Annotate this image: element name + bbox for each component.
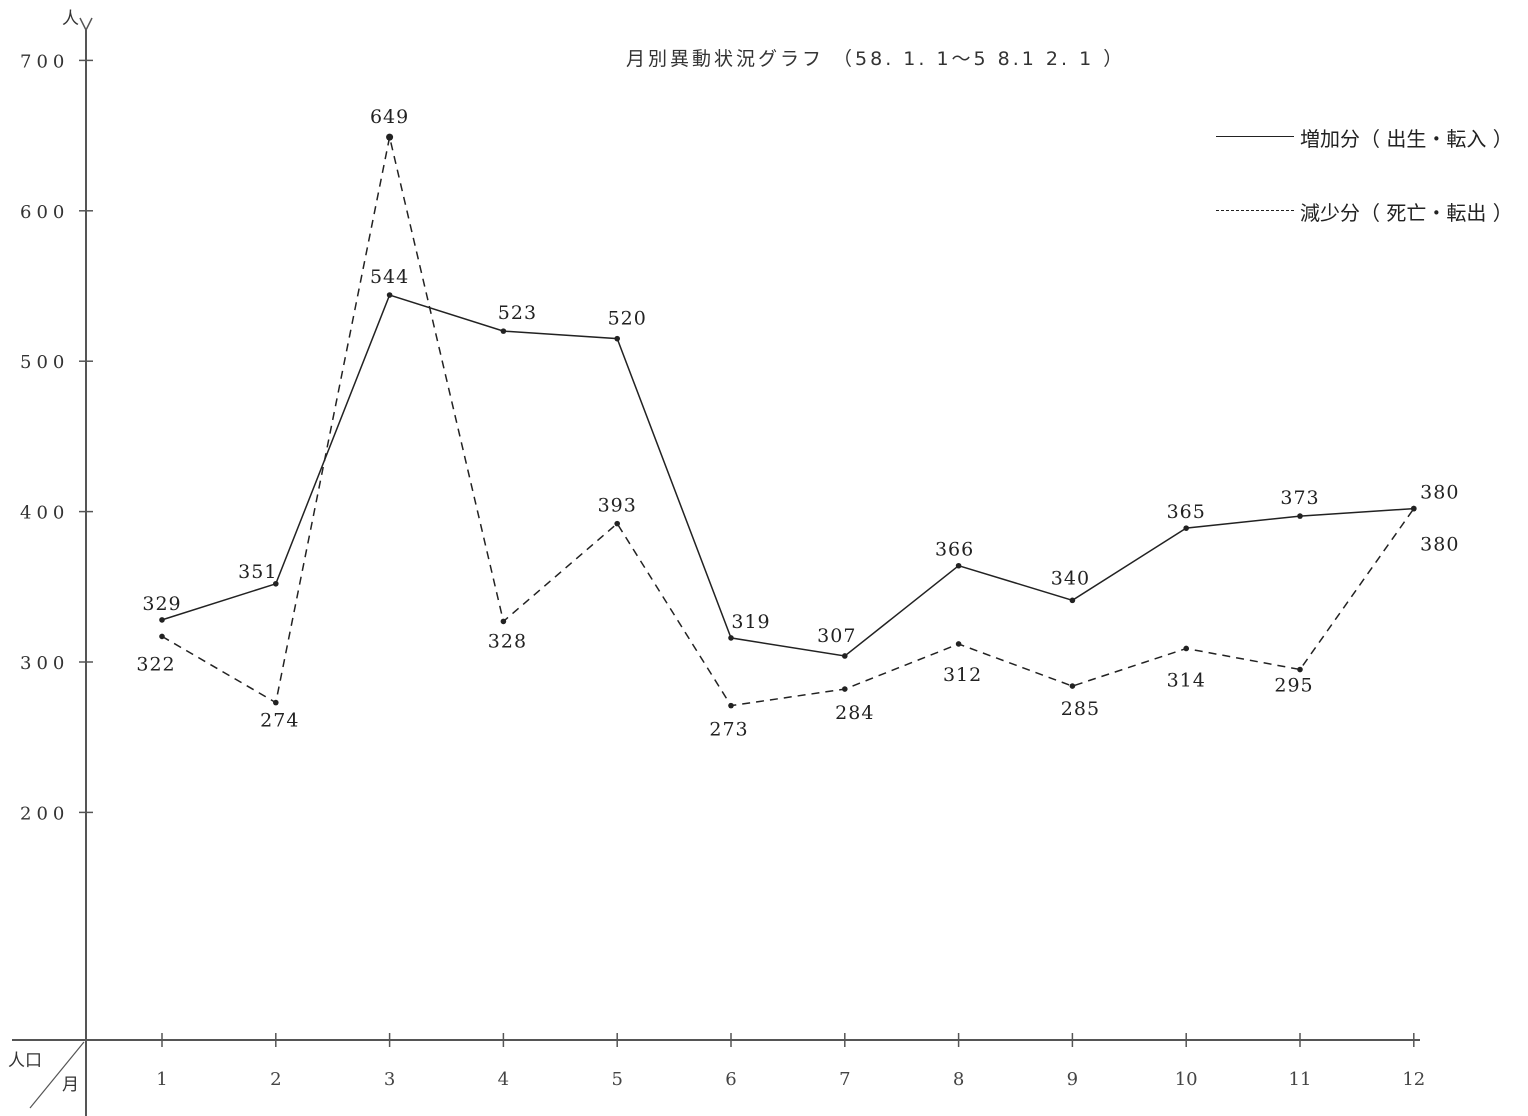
legend-item-increase: 増加分（ 出生・転入 ） <box>1216 118 1526 192</box>
data-label-decrease: 322 <box>136 653 175 675</box>
data-label-increase: 380 <box>1420 482 1459 504</box>
data-label-decrease: 295 <box>1274 675 1313 697</box>
legend-dashed-line <box>1216 210 1294 211</box>
data-point-decrease <box>614 520 620 527</box>
data-label-increase: 523 <box>498 302 537 324</box>
x-tick-label: 10 <box>1175 1069 1198 1090</box>
data-point-increase <box>1183 525 1189 531</box>
data-point-increase <box>386 292 393 298</box>
data-point-increase <box>614 335 620 342</box>
data-label-decrease: 273 <box>709 719 748 741</box>
x-tick-label: 3 <box>384 1069 395 1090</box>
data-point-increase <box>955 562 962 569</box>
data-point-decrease <box>500 618 507 625</box>
x-tick-label: 6 <box>725 1069 736 1090</box>
data-point-decrease <box>159 633 165 640</box>
data-label-increase: 373 <box>1280 487 1319 509</box>
legend-item-decrease: 減少分（ 死亡・転出 ） <box>1216 192 1526 266</box>
x-tick-label: 4 <box>498 1069 509 1090</box>
y-tick-label: 500 <box>20 352 69 373</box>
y-axis-unit-label: 人 <box>62 9 79 29</box>
data-point-decrease <box>1183 645 1189 652</box>
data-point-decrease <box>955 641 962 647</box>
x-tick-label: 9 <box>1067 1069 1078 1090</box>
data-label-increase: 307 <box>817 625 856 647</box>
data-point-decrease <box>273 699 279 706</box>
y-tick-label: 600 <box>20 202 69 223</box>
data-label-increase: 544 <box>370 266 409 288</box>
y-tick-label: 300 <box>20 653 69 674</box>
x-tick-label: 7 <box>839 1069 850 1090</box>
chart-title: 月別異動状況グラフ （58. 1. 1～5 8.1 2. 1 ） <box>626 48 1126 70</box>
legend-label-decrease: 減少分（ 死亡・転出 ） <box>1300 201 1513 225</box>
x-tick-label: 12 <box>1402 1069 1425 1090</box>
y-tick-label: 200 <box>20 803 69 824</box>
data-label-decrease: 285 <box>1061 698 1100 720</box>
legend-solid-line <box>1216 136 1294 137</box>
x-tick-label: 2 <box>270 1069 281 1090</box>
data-point-increase <box>273 580 279 587</box>
legend-label-increase: 増加分（ 出生・転入 ） <box>1300 127 1513 151</box>
data-point-decrease <box>1297 666 1303 673</box>
legend: 増加分（ 出生・転入 ） 減少分（ 死亡・転出 ） <box>1216 118 1526 266</box>
x-tick-label: 8 <box>953 1069 964 1090</box>
data-label-increase: 351 <box>238 561 277 583</box>
data-point-increase <box>1297 513 1303 519</box>
y-axis-arrow <box>79 17 87 31</box>
data-point-increase <box>842 653 848 659</box>
series-line-increase <box>161 294 1414 657</box>
data-label-increase: 319 <box>731 611 770 633</box>
data-label-decrease: 393 <box>598 495 637 517</box>
x-tick-label: 1 <box>156 1069 167 1090</box>
data-label-decrease: 380 <box>1420 534 1459 556</box>
data-label-decrease: 284 <box>835 702 874 724</box>
data-point-decrease <box>1069 683 1076 689</box>
data-label-increase: 340 <box>1051 567 1090 589</box>
x-tick-label: 11 <box>1289 1069 1312 1090</box>
y-axis-arrow <box>85 17 93 31</box>
data-label-decrease: 274 <box>260 710 299 732</box>
data-point-increase <box>728 635 734 641</box>
data-label-increase: 329 <box>142 593 181 615</box>
data-point-increase <box>1069 597 1076 604</box>
data-point-decrease <box>728 702 734 709</box>
y-tick-label: 700 <box>20 51 69 72</box>
data-label-decrease: 649 <box>370 106 409 128</box>
data-label-decrease: 328 <box>488 630 527 652</box>
data-point-increase <box>500 328 507 334</box>
data-label-decrease: 312 <box>943 664 982 686</box>
data-point-decrease <box>386 133 394 141</box>
data-point-decrease <box>842 686 848 692</box>
corner-divider <box>29 1041 85 1109</box>
data-label-increase: 366 <box>935 539 974 561</box>
data-point-decrease <box>1411 505 1417 512</box>
series-line-decrease <box>161 136 1415 707</box>
data-label-increase: 520 <box>608 308 647 330</box>
x-tick-label: 5 <box>611 1069 622 1090</box>
y-tick-label: 400 <box>20 503 69 524</box>
data-point-increase <box>159 617 165 623</box>
data-label-decrease: 314 <box>1167 669 1206 691</box>
corner-label-population: 人口 <box>8 1051 42 1071</box>
corner-label-month: 月 <box>62 1075 79 1095</box>
data-label-increase: 365 <box>1167 501 1206 523</box>
